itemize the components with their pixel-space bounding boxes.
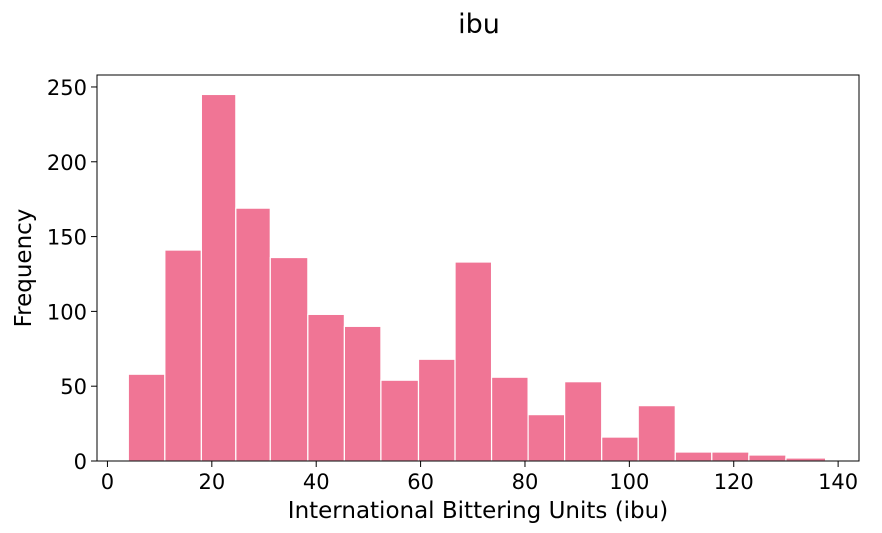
- histogram-bar: [490, 376, 529, 462]
- chart-title: ibu: [458, 9, 500, 40]
- y-tick-label: 200: [47, 151, 87, 175]
- histogram-bar: [343, 325, 382, 462]
- histogram-bar: [711, 451, 750, 462]
- histogram-bar: [235, 207, 271, 462]
- x-tick-label: 80: [512, 470, 539, 494]
- x-tick-label: 0: [101, 470, 114, 494]
- x-axis-label: International Bittering Units (ibu): [288, 498, 668, 524]
- histogram-bar: [380, 379, 420, 462]
- x-tick-label: 40: [303, 470, 330, 494]
- x-tick-label: 20: [198, 470, 225, 494]
- x-tick-label: 140: [818, 470, 858, 494]
- histogram-bar: [637, 405, 676, 462]
- y-axis: 0 50 100 150 200 250: [47, 76, 97, 474]
- histogram-bar: [527, 414, 566, 462]
- histogram-bar: [269, 256, 309, 462]
- plot-frame: [96, 74, 860, 462]
- histogram-bar: [674, 451, 713, 462]
- histogram-bar: [601, 436, 639, 462]
- bars-group: [127, 93, 827, 462]
- x-tick-label: 60: [407, 470, 434, 494]
- x-tick-label: 120: [714, 470, 754, 494]
- histogram-bar: [748, 454, 787, 462]
- histogram-bar: [307, 313, 345, 462]
- y-axis-label: Frequency: [11, 209, 37, 328]
- histogram-bar: [417, 358, 456, 462]
- x-axis: 0 20 40 60 80 100 120 140: [101, 461, 858, 494]
- y-tick-label: 100: [47, 300, 87, 324]
- x-tick-label: 100: [609, 470, 649, 494]
- histogram-bar: [164, 249, 202, 462]
- y-tick-label: 150: [47, 226, 87, 250]
- histogram-bar: [200, 93, 237, 462]
- y-tick-label: 250: [47, 76, 87, 100]
- histogram-bar: [127, 373, 166, 462]
- y-tick-label: 0: [74, 450, 87, 474]
- y-tick-label: 50: [60, 375, 87, 399]
- histogram-bar: [564, 381, 603, 462]
- histogram-bar: [454, 261, 493, 462]
